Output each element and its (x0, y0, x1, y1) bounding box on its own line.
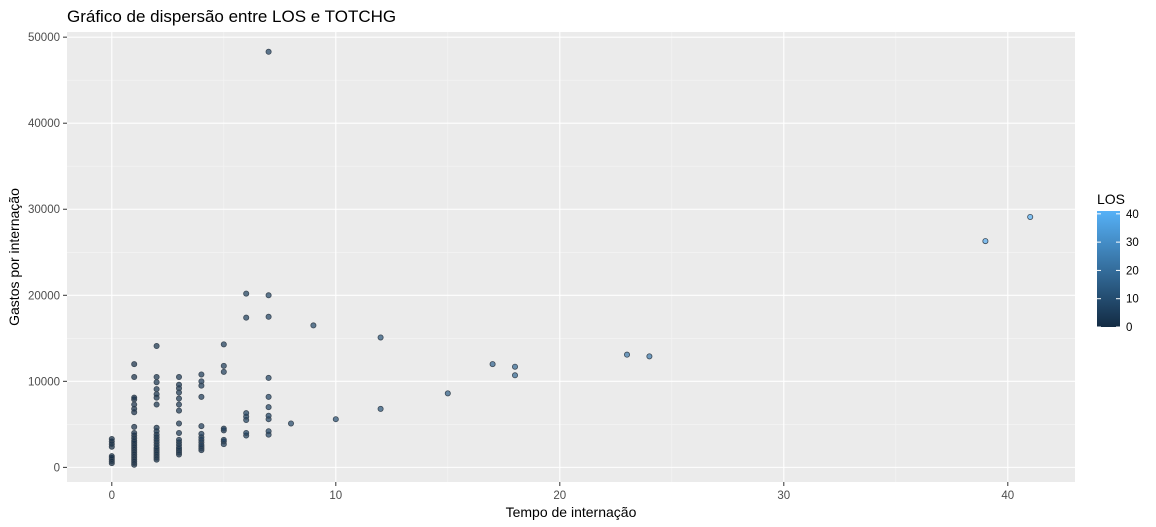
x-tick-label: 10 (329, 490, 342, 502)
data-point (220, 425, 227, 432)
data-point (175, 420, 182, 427)
y-tick-label: 30000 (28, 204, 60, 216)
data-point (243, 290, 250, 297)
y-tick-label: 20000 (28, 290, 60, 302)
data-point (175, 407, 182, 414)
data-point (377, 405, 384, 412)
grid-lines (67, 32, 1075, 482)
y-tick-label: 10000 (28, 376, 60, 388)
legend-tick-label: 10 (1126, 294, 1139, 306)
data-point (377, 334, 384, 341)
data-point (265, 313, 272, 320)
data-point (265, 48, 272, 55)
data-point (198, 378, 205, 385)
y-axis-ticks: 0 10000 20000 30000 40000 50000 (28, 32, 67, 474)
data-point (198, 371, 205, 378)
legend-colorbar (1097, 211, 1120, 327)
x-axis-title: Tempo de internação (506, 504, 637, 520)
data-point (265, 412, 272, 419)
data-point (131, 401, 138, 408)
data-point (198, 393, 205, 400)
data-point (198, 430, 205, 437)
data-point (153, 424, 160, 431)
plot-panel (67, 32, 1075, 482)
data-point (108, 435, 115, 442)
x-axis-ticks: 0 10 20 30 40 (109, 482, 1014, 502)
x-tick-label: 20 (553, 490, 566, 502)
data-point (646, 353, 653, 360)
data-point (982, 238, 989, 245)
data-point (265, 404, 272, 411)
data-point (220, 362, 227, 369)
legend-tick-marks (1097, 213, 1120, 328)
legend-tick-label: 20 (1126, 265, 1139, 277)
data-point (265, 428, 272, 435)
data-point (489, 361, 496, 368)
data-point (153, 343, 160, 350)
data-point (444, 390, 451, 397)
data-point (131, 429, 138, 436)
color-legend: LOS 0 10 20 30 40 (1097, 191, 1139, 334)
data-point (265, 292, 272, 299)
data-point (512, 363, 519, 370)
data-point (243, 429, 250, 436)
data-point (265, 393, 272, 400)
data-point (131, 374, 138, 381)
data-point (108, 453, 115, 460)
data-point (131, 423, 138, 430)
chart-title: Gráfico de dispersão entre LOS e TOTCHG (67, 7, 396, 26)
x-tick-label: 30 (777, 490, 790, 502)
data-points (108, 48, 1034, 468)
data-point (175, 429, 182, 436)
data-point (153, 391, 160, 398)
data-point (220, 436, 227, 443)
legend-tick-label: 40 (1126, 209, 1139, 221)
data-point (1027, 213, 1034, 220)
legend-tick-label: 30 (1126, 237, 1139, 249)
data-point (624, 351, 631, 358)
data-point (287, 420, 294, 427)
data-point (153, 401, 160, 408)
data-point (131, 361, 138, 368)
data-point (175, 401, 182, 408)
legend-title: LOS (1097, 191, 1125, 207)
data-point (265, 374, 272, 381)
data-point (175, 436, 182, 443)
x-tick-label: 40 (1001, 490, 1014, 502)
y-axis-title: Gastos por internação (6, 188, 22, 326)
data-point (175, 381, 182, 388)
data-point (131, 394, 138, 401)
y-tick-label: 50000 (28, 32, 60, 44)
data-point (310, 322, 317, 329)
data-point (243, 314, 250, 321)
legend-ticks: 0 10 20 30 40 (1126, 209, 1139, 334)
data-point (243, 410, 250, 417)
data-point (175, 374, 182, 381)
data-point (198, 423, 205, 430)
data-point (153, 374, 160, 381)
data-point (175, 395, 182, 402)
data-point (332, 416, 339, 423)
data-point (220, 368, 227, 375)
y-tick-label: 0 (54, 462, 60, 474)
x-tick-label: 0 (109, 490, 115, 502)
data-point (153, 379, 160, 386)
data-point (153, 386, 160, 393)
data-point (512, 372, 519, 379)
data-point (220, 341, 227, 348)
legend-tick-label: 0 (1126, 322, 1132, 334)
y-tick-label: 40000 (28, 118, 60, 130)
